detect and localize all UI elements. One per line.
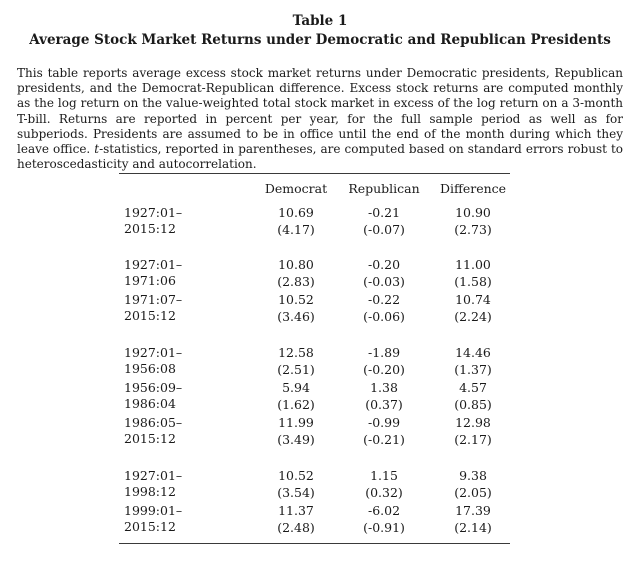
column-header-democrat: Democrat xyxy=(264,181,328,196)
t-statistic-cell: (3.54) xyxy=(277,485,315,500)
return-value-cell: 10.74 xyxy=(455,292,491,307)
return-value-cell: 12.98 xyxy=(455,415,491,430)
t-statistic-cell: (0.32) xyxy=(365,485,403,500)
t-statistic-cell: (-0.07) xyxy=(363,222,405,237)
t-statistic-cell: (-0.06) xyxy=(363,309,405,324)
caption-text-1: This table reports average excess stock … xyxy=(17,66,623,157)
t-statistic-cell: (-0.20) xyxy=(363,362,405,377)
t-statistic-cell: (1.58) xyxy=(454,274,492,289)
return-value-cell: 1.38 xyxy=(370,380,398,395)
column-header-republican: Republican xyxy=(348,181,420,196)
row-period: 1927:01–1971:06 xyxy=(124,257,183,288)
row-period: 1999:01–2015:12 xyxy=(124,503,183,534)
t-statistic-cell: (2.24) xyxy=(454,309,492,324)
return-value-cell: 10.52 xyxy=(278,468,314,483)
row-period: 1956:09–1986:04 xyxy=(124,380,183,411)
row-period: 1927:01–1998:12 xyxy=(124,468,183,499)
row-period: 1986:05–2015:12 xyxy=(124,415,183,446)
t-statistic-cell: (2.48) xyxy=(277,520,315,535)
table-bottom-rule xyxy=(119,543,510,544)
t-statistic-cell: (1.37) xyxy=(454,362,492,377)
t-statistic-cell: (2.73) xyxy=(454,222,492,237)
t-statistic-cell: (2.05) xyxy=(454,485,492,500)
t-statistic-cell: (2.51) xyxy=(277,362,315,377)
t-statistic-cell: (-0.21) xyxy=(363,432,405,447)
return-value-cell: 11.00 xyxy=(455,257,491,272)
return-value-cell: 12.58 xyxy=(278,345,314,360)
return-value-cell: 11.37 xyxy=(278,503,314,518)
return-value-cell: -0.21 xyxy=(367,205,401,220)
t-statistic-cell: (4.17) xyxy=(277,222,315,237)
return-value-cell: 11.99 xyxy=(278,415,314,430)
row-period: 1927:01–2015:12 xyxy=(124,205,183,236)
return-value-cell: -0.20 xyxy=(367,257,401,272)
t-statistic-cell: (3.49) xyxy=(277,432,315,447)
t-statistic-cell: (2.17) xyxy=(454,432,492,447)
t-statistic-cell: (0.85) xyxy=(454,397,492,412)
return-value-cell: -0.99 xyxy=(367,415,401,430)
t-statistic-cell: (2.14) xyxy=(454,520,492,535)
return-value-cell: 1.15 xyxy=(370,468,398,483)
return-value-cell: 4.57 xyxy=(459,380,487,395)
t-statistic-cell: (3.46) xyxy=(277,309,315,324)
table-top-rule xyxy=(119,173,510,174)
return-value-cell: 17.39 xyxy=(455,503,491,518)
row-period: 1971:07–2015:12 xyxy=(124,292,183,323)
return-value-cell: 9.38 xyxy=(459,468,487,483)
return-value-cell: -1.89 xyxy=(367,345,401,360)
return-value-cell: 10.80 xyxy=(278,257,314,272)
t-statistic-cell: (-0.91) xyxy=(363,520,405,535)
return-value-cell: -6.02 xyxy=(367,503,401,518)
return-value-cell: 10.90 xyxy=(455,205,491,220)
t-statistic-cell: (1.62) xyxy=(277,397,315,412)
table-caption: This table reports average excess stock … xyxy=(17,66,623,172)
t-statistic-cell: (-0.03) xyxy=(363,274,405,289)
return-value-cell: 10.69 xyxy=(278,205,314,220)
column-header-difference: Difference xyxy=(439,181,507,196)
t-statistic-cell: (2.83) xyxy=(277,274,315,289)
return-value-cell: 10.52 xyxy=(278,292,314,307)
row-period: 1927:01–1956:08 xyxy=(124,345,183,376)
return-value-cell: 14.46 xyxy=(455,345,491,360)
caption-text-2: -statistics, reported in parentheses, ar… xyxy=(17,142,624,172)
table-label: Table 1 xyxy=(292,13,348,29)
t-statistic-cell: (0.37) xyxy=(365,397,403,412)
return-value-cell: -0.22 xyxy=(367,292,401,307)
caption-t-symbol: t xyxy=(94,142,100,157)
table-title: Average Stock Market Returns under Democ… xyxy=(29,32,611,48)
return-value-cell: 5.94 xyxy=(282,380,310,395)
